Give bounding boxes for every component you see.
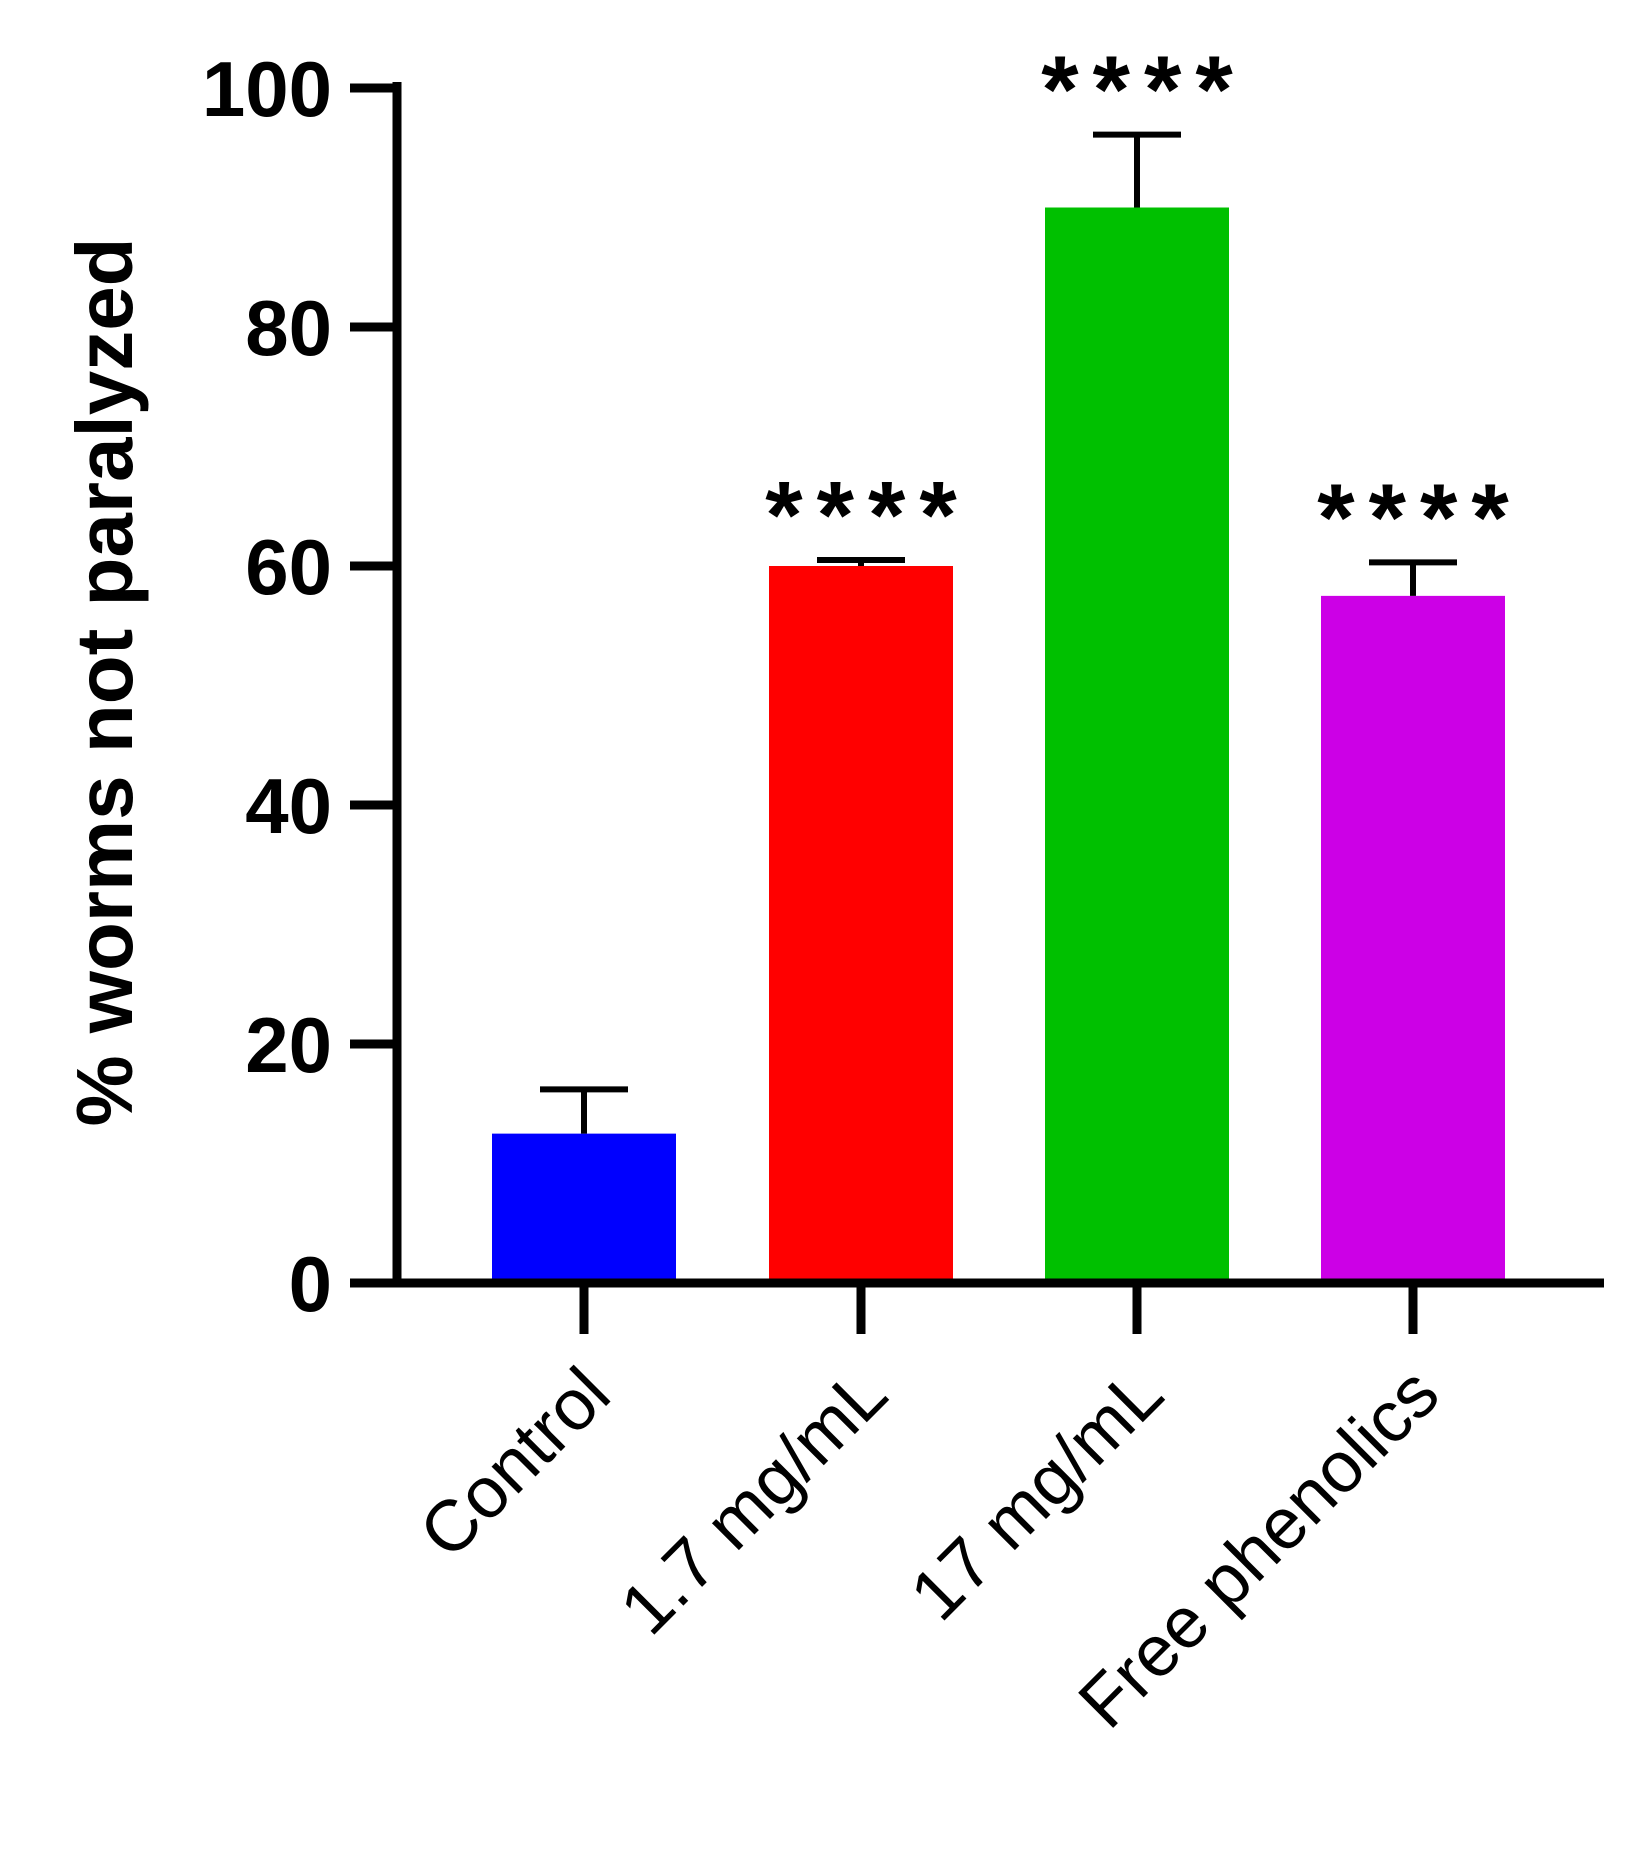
- bars-layer: [492, 207, 1505, 1283]
- error-bars-layer: [540, 131, 1457, 1134]
- y-tick-label: 0: [289, 1240, 332, 1328]
- significance-label: ****: [1041, 37, 1246, 144]
- y-axis-label: % worms not paralyzed: [60, 237, 149, 1126]
- y-tick-label: 100: [202, 45, 332, 133]
- bar: [1321, 595, 1505, 1283]
- significance-label: ****: [765, 462, 970, 569]
- y-tick-label: 80: [245, 284, 332, 372]
- y-tick-label: 40: [245, 762, 332, 850]
- bar: [1045, 207, 1229, 1283]
- significance-layer: **** **** ****: [765, 37, 1522, 572]
- x-tick-label: 1.7 mg/mL: [605, 1353, 902, 1650]
- y-tick-label: 60: [245, 523, 332, 611]
- significance-label: ****: [1317, 464, 1522, 571]
- y-tick-label: 20: [245, 1001, 332, 1089]
- bar: [769, 566, 953, 1283]
- x-tick-label: 17 mg/mL: [895, 1353, 1178, 1636]
- y-ticks-layer: 0 20 40 60 80 100: [202, 45, 397, 1328]
- x-tick-label: Control: [405, 1353, 626, 1574]
- axes-layer: [350, 82, 1604, 1288]
- bar: [492, 1133, 676, 1283]
